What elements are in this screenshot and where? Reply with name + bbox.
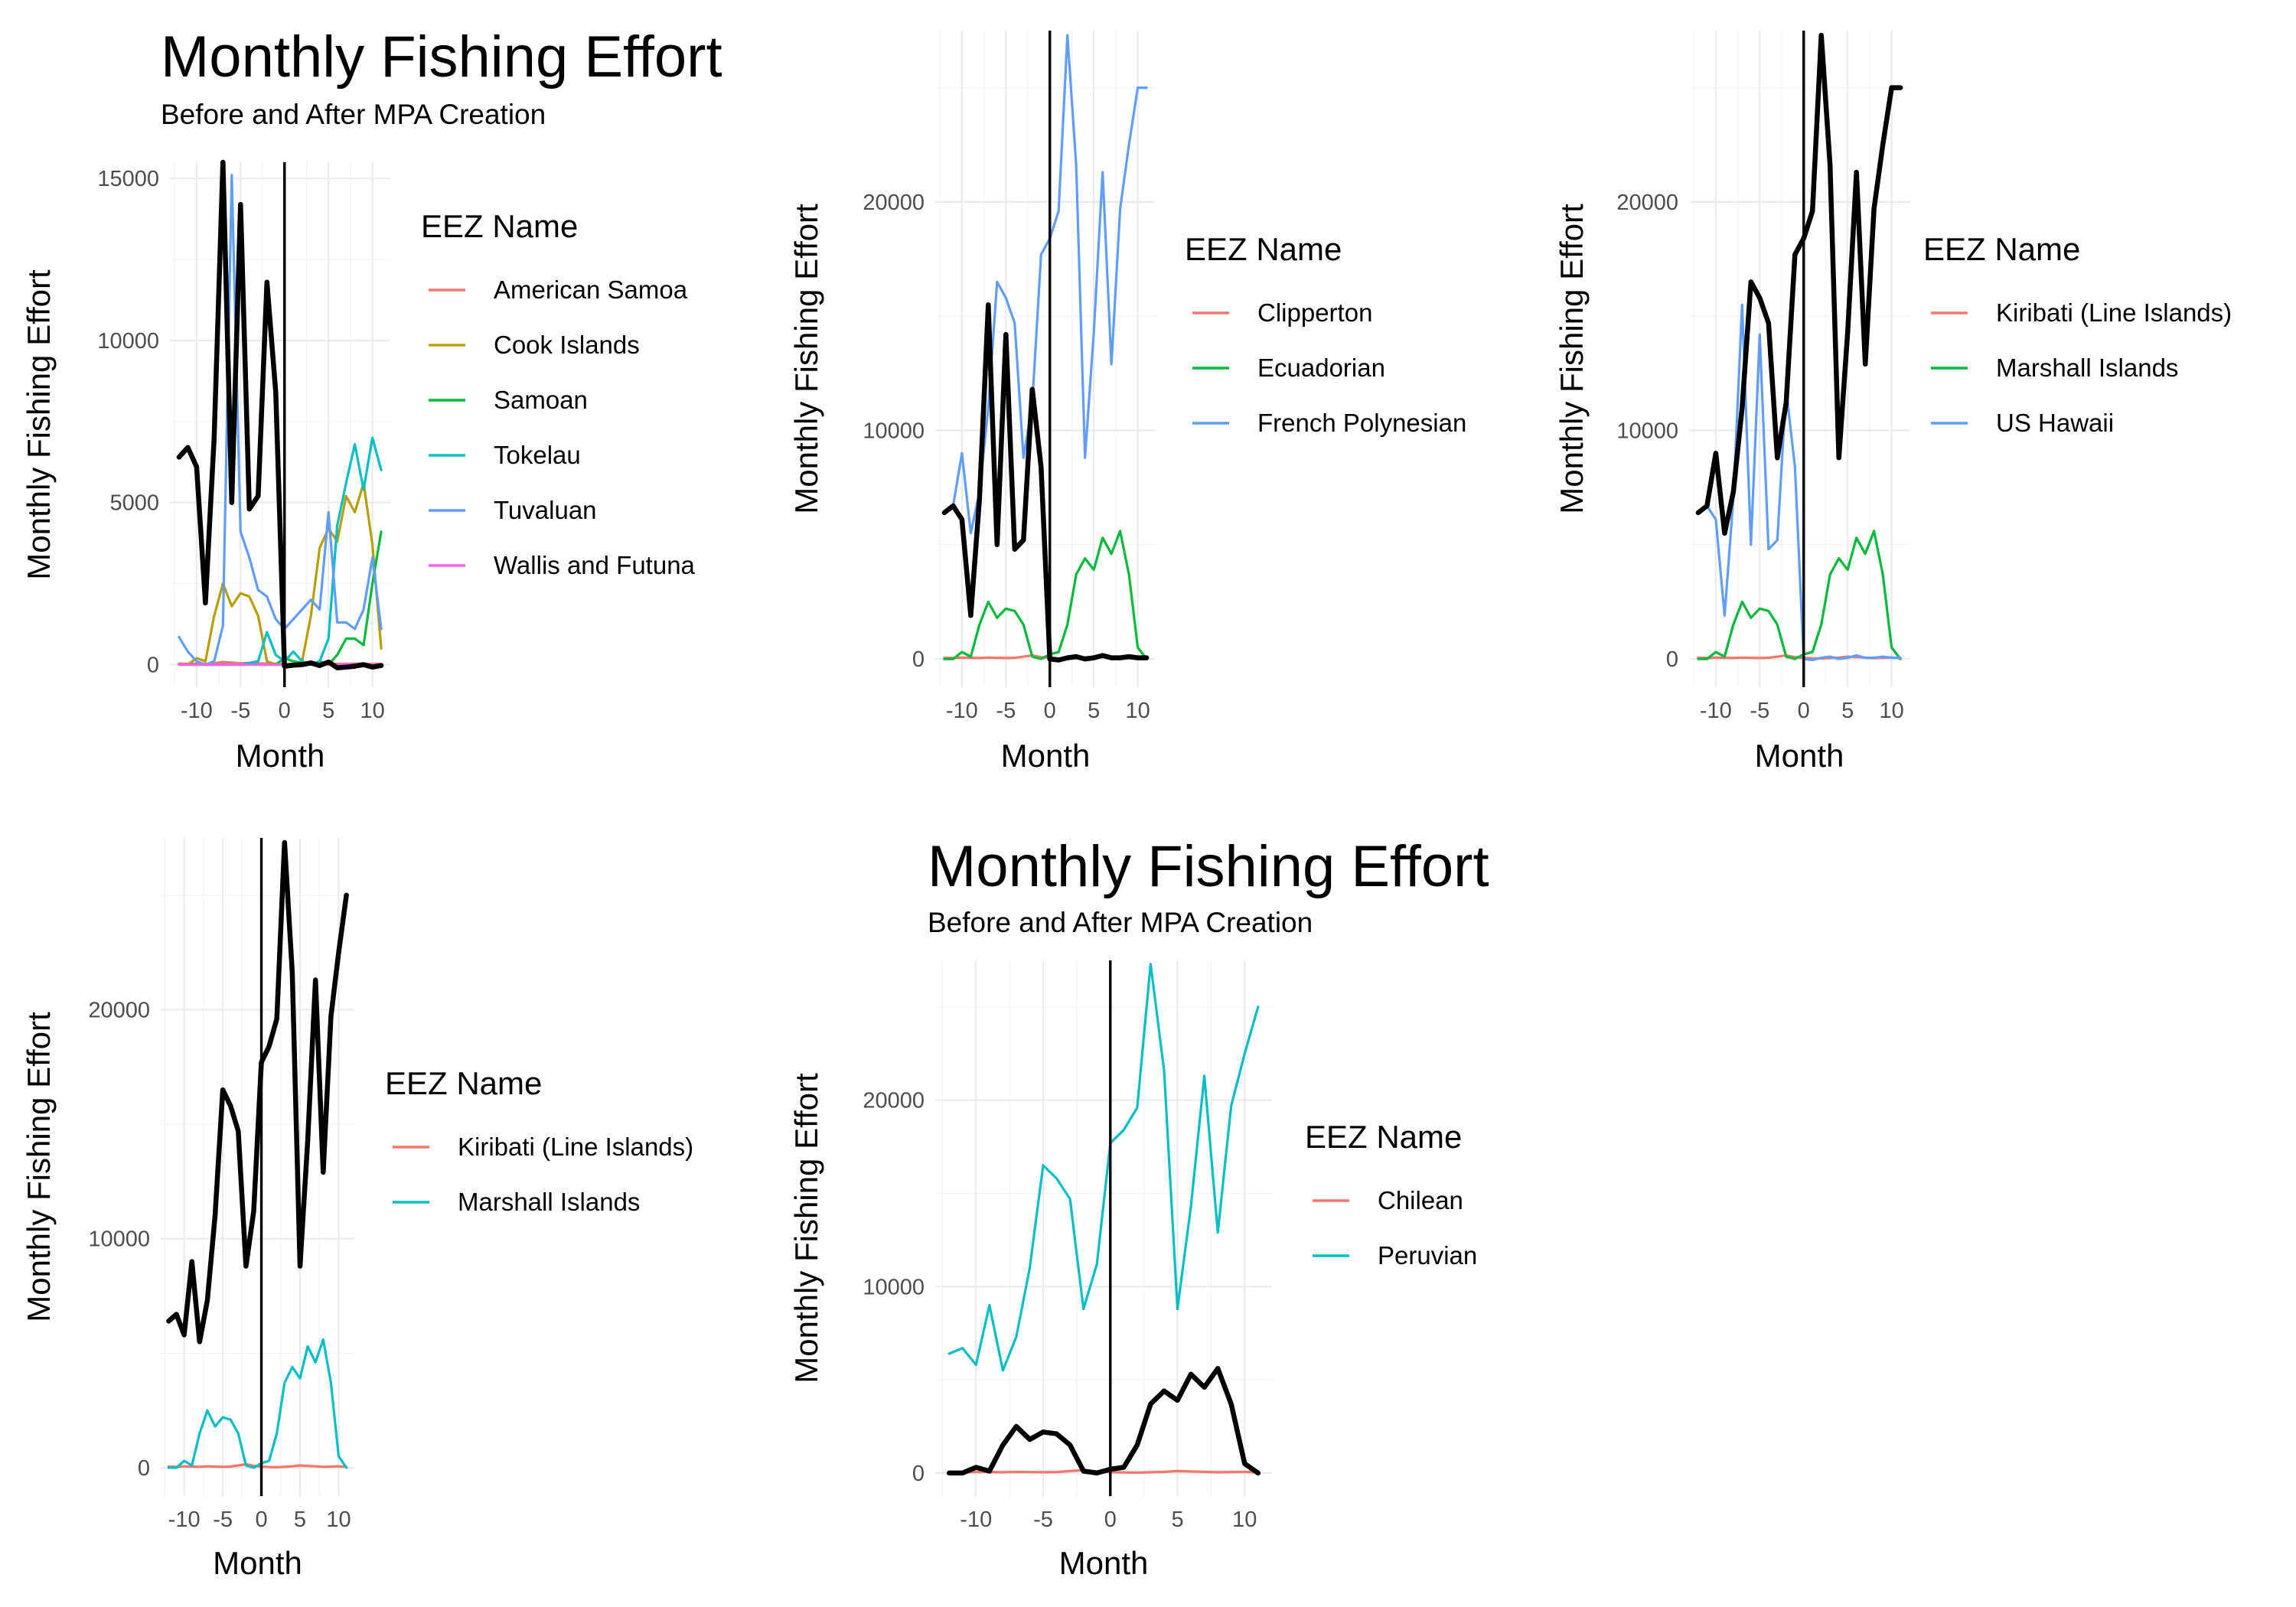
series-line-marshall-islands	[167, 1338, 348, 1469]
y-tick-label: 10000	[1616, 419, 1678, 443]
y-tick-label: 0	[912, 647, 925, 672]
highlight-line	[176, 159, 384, 670]
legend: EEZ Name Clipperton Ecuadorian French Polyn…	[1185, 231, 1466, 437]
legend-label: US Hawaii	[1996, 409, 2114, 437]
x-tick-label: -5	[996, 699, 1016, 723]
legend: EEZ Name American Samoa Cook Islands Samoan…	[421, 208, 696, 579]
legend: EEZ Name Kiribati (Line Islands) Marshall …	[385, 1065, 693, 1216]
legend-label: Marshall Islands	[1996, 354, 2178, 382]
series-line-marshall-islands	[1697, 530, 1902, 660]
y-tick-label: 20000	[88, 998, 150, 1022]
series-line-ecuadorian	[943, 530, 1148, 660]
chart-title: Monthly Fishing Effort	[928, 834, 1489, 899]
x-axis-title: Month	[1001, 738, 1091, 774]
legend-title: EEZ Name	[385, 1065, 542, 1101]
x-tick-label: 5	[1841, 699, 1854, 723]
chart-subtitle: Before and After MPA Creation	[928, 907, 1313, 938]
x-tick-label: 0	[1104, 1508, 1117, 1532]
series-line-tuvaluan	[178, 174, 383, 667]
x-tick-label: 5	[1088, 699, 1100, 723]
legend-label: American Samoa	[494, 275, 688, 304]
y-axis-title: Monthly Fishing Effort	[788, 204, 824, 514]
y-tick-label: 15000	[97, 167, 159, 191]
x-tick-label: 5	[1171, 1508, 1183, 1532]
y-tick-label: 10000	[88, 1227, 150, 1252]
y-axis-title: Monthly Fishing Effort	[788, 1073, 824, 1384]
legend-title: EEZ Name	[1305, 1119, 1462, 1155]
highlight-line	[166, 839, 349, 1345]
y-tick-label: 0	[147, 653, 159, 677]
legend-label: Tokelau	[494, 441, 581, 469]
chart-panel-4: -10 -5 0 5 10 0 10000 20000 Month Monthly Fishing…	[21, 838, 693, 1581]
x-tick-label: 10	[1125, 699, 1150, 723]
legend-label: Cook Islands	[494, 331, 640, 359]
x-tick-label: 5	[294, 1508, 306, 1532]
chart-panel-3: -10 -5 0 5 10 0 10000 20000 Month Monthly Fishing…	[1554, 31, 2232, 774]
chart-panel-1: -10 -5 0 5 10 0 5000 10000 15000 Month Monthly Fis…	[21, 24, 722, 774]
legend-label: Kiribati (Line Islands)	[458, 1133, 693, 1161]
highlight-line	[941, 302, 1150, 663]
x-tick-label: -5	[213, 1508, 233, 1532]
x-axis-title: Month	[213, 1545, 302, 1581]
legend-label: French Polynesian	[1257, 409, 1466, 437]
x-tick-label: 0	[1044, 699, 1056, 723]
highlight-line	[1695, 32, 1903, 536]
chart-panel-5: -10 -5 0 5 10 0 10000 20000 Month Monthly Fishing…	[788, 834, 1489, 1581]
x-tick-label: 5	[322, 699, 334, 723]
x-axis-title: Month	[236, 738, 325, 774]
legend: EEZ Name Chilean Peruvian	[1305, 1119, 1477, 1270]
x-tick-label: 10	[326, 1508, 351, 1532]
chart-panel-2: -10 -5 0 5 10 0 10000 20000 Month Monthly Fishing…	[788, 31, 1466, 774]
y-tick-label: 10000	[863, 1275, 925, 1299]
legend-title: EEZ Name	[1185, 231, 1342, 267]
y-tick-label: 5000	[109, 491, 159, 516]
legend-label: Chilean	[1378, 1186, 1463, 1214]
y-tick-label: 20000	[863, 1089, 925, 1113]
legend-label: Samoan	[494, 386, 588, 414]
series-line-us-hawaii	[1697, 303, 1902, 662]
x-tick-label: -10	[960, 1508, 992, 1532]
x-tick-label: 10	[1232, 1508, 1257, 1532]
x-tick-label: -5	[1033, 1508, 1053, 1532]
x-tick-label: -10	[946, 699, 978, 723]
x-tick-label: 10	[360, 699, 384, 723]
y-tick-label: 0	[912, 1462, 925, 1486]
legend-label: Peruvian	[1378, 1241, 1477, 1270]
y-axis-title: Monthly Fishing Effort	[21, 1012, 57, 1322]
chart-subtitle: Before and After MPA Creation	[161, 99, 546, 130]
x-tick-label: -10	[168, 1508, 201, 1532]
chart-title: Monthly Fishing Effort	[161, 24, 722, 90]
legend-label: Kiribati (Line Islands)	[1996, 298, 2232, 327]
y-tick-label: 10000	[863, 419, 925, 443]
y-tick-label: 10000	[97, 329, 159, 354]
x-axis-title: Month	[1755, 738, 1844, 774]
legend-label: Clipperton	[1257, 298, 1372, 327]
legend-title: EEZ Name	[1923, 231, 2080, 267]
x-tick-label: 0	[279, 699, 291, 723]
x-tick-label: -10	[1700, 699, 1732, 723]
y-axis-title: Monthly Fishing Effort	[21, 269, 57, 580]
x-tick-label: -5	[230, 699, 250, 723]
legend: EEZ Name Kiribati (Line Islands) Marshall …	[1923, 231, 2232, 437]
legend-label: Marshall Islands	[458, 1188, 640, 1216]
y-tick-label: 20000	[863, 191, 925, 215]
x-tick-label: 10	[1879, 699, 1903, 723]
y-axis-title: Monthly Fishing Effort	[1554, 204, 1590, 514]
y-tick-label: 0	[138, 1456, 150, 1481]
x-axis-title: Month	[1059, 1545, 1149, 1581]
legend-label: Ecuadorian	[1257, 354, 1385, 382]
legend-title: EEZ Name	[421, 208, 578, 244]
legend-label: Tuvaluan	[494, 496, 597, 524]
series-line-peruvian	[947, 963, 1260, 1372]
y-tick-label: 0	[1666, 647, 1678, 672]
x-tick-label: 0	[255, 1508, 267, 1532]
x-tick-label: -10	[181, 699, 213, 723]
legend-label: Wallis and Futuna	[494, 551, 696, 579]
y-tick-label: 20000	[1616, 191, 1678, 215]
highlight-line	[946, 1366, 1261, 1476]
x-tick-label: -5	[1750, 699, 1769, 723]
x-tick-label: 0	[1798, 699, 1810, 723]
